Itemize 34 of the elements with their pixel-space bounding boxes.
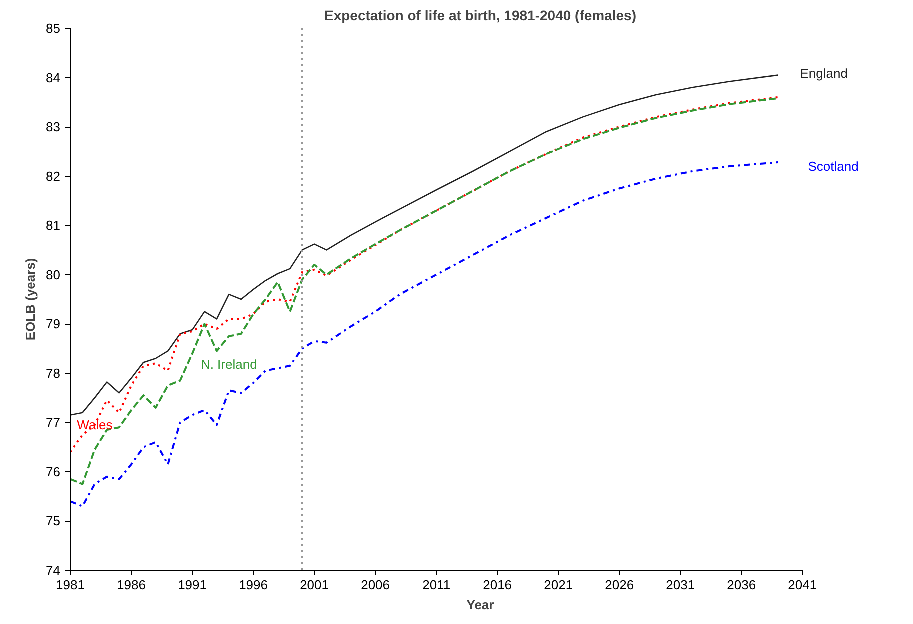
x-tick-label: 2041 [788, 578, 818, 592]
y-tick-label: 83 [46, 120, 61, 135]
x-tick-label: 1991 [178, 578, 207, 592]
y-axis-title: EOLB (years) [23, 258, 38, 341]
x-tick-label: 2021 [544, 578, 574, 592]
chart-title: Expectation of life at birth, 1981-2040 (females) [324, 8, 637, 24]
y-tick-label: 78 [46, 366, 61, 381]
x-tick-label: 2016 [483, 578, 512, 592]
x-tick-label: 2011 [422, 578, 451, 592]
y-tick-label: 74 [46, 563, 61, 578]
annotation: N. Ireland [200, 356, 258, 372]
line-series [70, 162, 780, 508]
x-tick-label: 2026 [605, 578, 634, 592]
x-tick-label: 1996 [239, 578, 268, 592]
x-tick-label: 2001 [300, 578, 330, 592]
annotation: Scotland [808, 159, 859, 174]
annotation: England [800, 66, 848, 81]
y-tick-label: 75 [46, 514, 61, 529]
x-tick-label: 2006 [361, 578, 390, 592]
line-series [70, 74, 779, 416]
x-axis-title: Year [466, 598, 494, 612]
y-tick-label: 76 [46, 464, 61, 480]
x-tick-label: 2031 [666, 578, 696, 592]
annotation: Wales [77, 418, 114, 433]
x-tick-label: 1981 [56, 578, 85, 592]
y-tick-label: 77 [46, 415, 61, 430]
x-tick-label: 1986 [117, 578, 146, 592]
y-tick-label: 84 [46, 70, 61, 86]
y-tick-label: 85 [46, 21, 61, 36]
y-tick-label: 79 [46, 316, 61, 332]
y-tick-label: 81 [46, 218, 61, 234]
x-tick-label: 2036 [727, 578, 756, 592]
y-tick-label: 80 [46, 267, 61, 282]
y-tick-label: 82 [46, 168, 61, 184]
